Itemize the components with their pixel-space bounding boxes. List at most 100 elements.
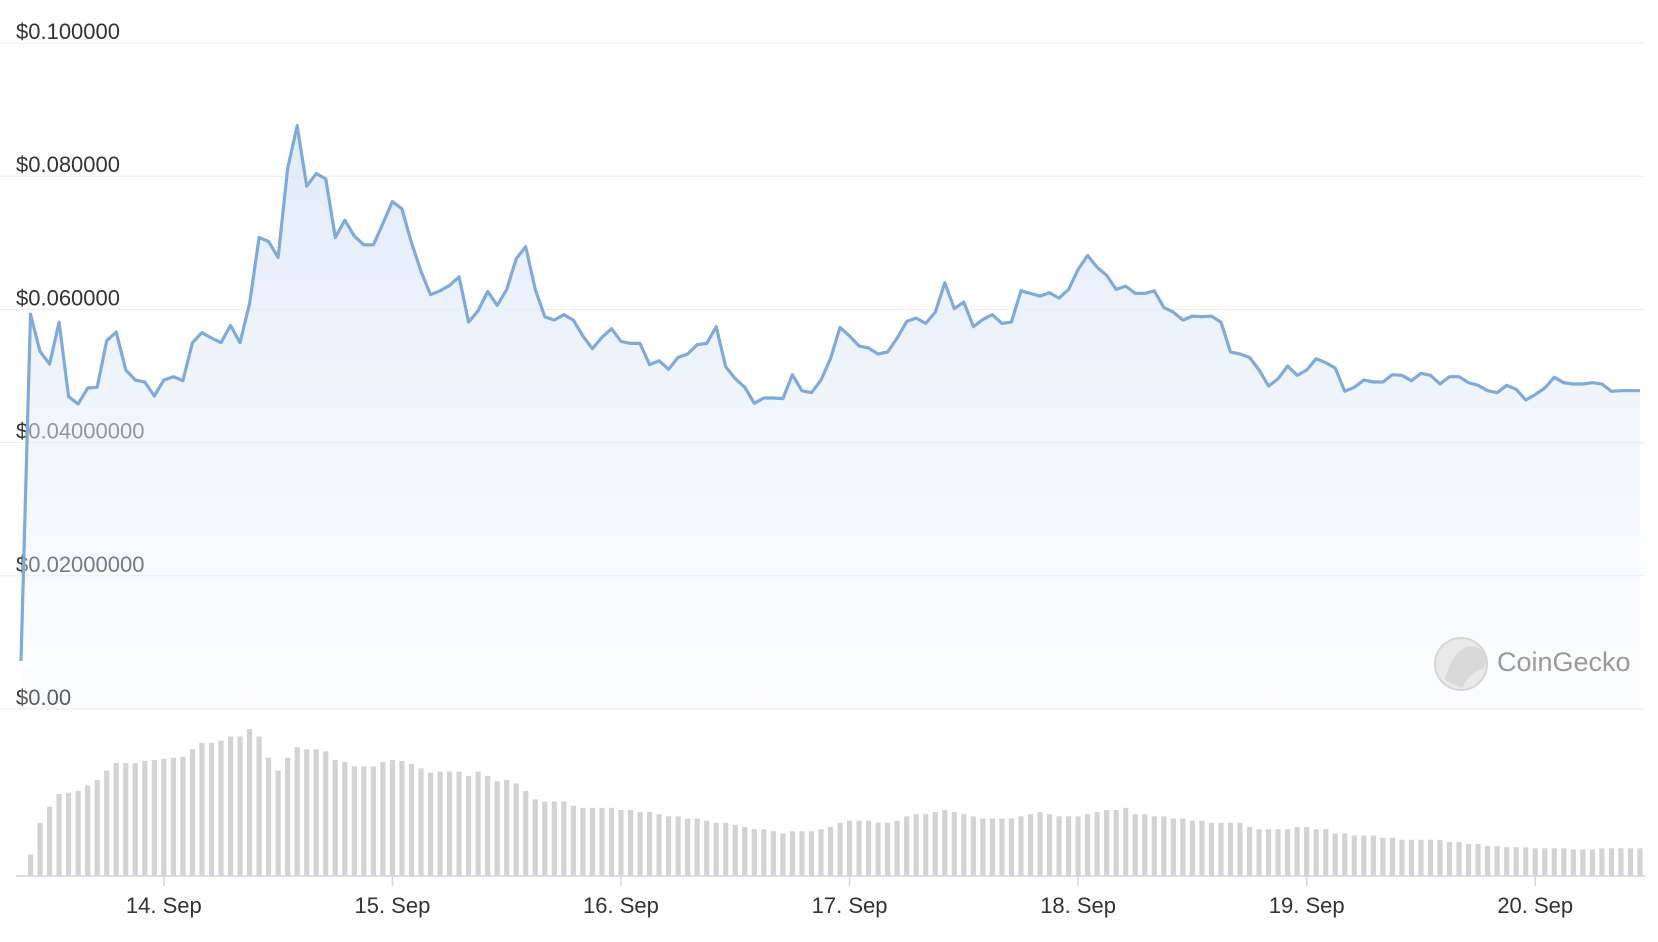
- volume-bar: [237, 736, 243, 876]
- volume-bar: [1332, 833, 1338, 876]
- y-tick-label: $0.060000: [16, 285, 120, 310]
- x-tick-label: 19. Sep: [1269, 893, 1345, 918]
- volume-bar: [1351, 835, 1357, 876]
- volume-bar: [66, 792, 72, 876]
- volume-bar: [27, 854, 34, 876]
- volume-bar: [285, 757, 291, 876]
- volume-bar: [1218, 822, 1224, 876]
- volume-bar: [1551, 848, 1557, 876]
- volume-bar: [161, 758, 167, 876]
- volume-bar: [1532, 848, 1538, 876]
- volume-bar: [485, 775, 491, 876]
- volume-bar: [904, 816, 910, 876]
- volume-bar: [561, 801, 567, 876]
- volume-bar: [1313, 829, 1319, 876]
- volume-bar: [1085, 814, 1091, 876]
- volume-bar: [1208, 822, 1215, 876]
- volume-bar: [380, 762, 386, 876]
- volume-bar: [1065, 816, 1072, 876]
- volume-bar: [1151, 816, 1157, 876]
- volume-bar: [1599, 848, 1605, 876]
- volume-bar: [932, 812, 938, 876]
- volume-bar: [1123, 807, 1129, 876]
- volume-bar: [1142, 814, 1148, 876]
- volume-bar: [970, 816, 976, 876]
- volume-bar: [742, 827, 748, 876]
- volume-bar: [1608, 848, 1615, 876]
- volume-bar: [1589, 849, 1595, 876]
- volume-bar: [208, 742, 215, 876]
- volume-bar: [1304, 827, 1310, 876]
- volume-bar: [637, 812, 643, 876]
- volume-bar: [218, 740, 224, 876]
- volume-bar: [513, 783, 519, 876]
- volume-bar: [523, 790, 529, 876]
- volume-bar: [1618, 848, 1624, 876]
- volume-bar: [1475, 844, 1481, 876]
- volume-bar: [846, 820, 853, 876]
- volume-bar: [113, 763, 119, 876]
- volume-bar: [818, 829, 824, 876]
- volume-bar: [1513, 847, 1519, 876]
- volume-bar: [989, 818, 995, 876]
- volume-bar: [246, 729, 253, 876]
- volume-bar: [1018, 816, 1024, 876]
- volume-bar: [1570, 849, 1576, 876]
- volume-bar: [370, 766, 376, 876]
- volume-bar: [694, 818, 700, 876]
- volume-bar: [656, 814, 662, 876]
- volume-bar: [532, 799, 538, 876]
- volume-bar: [980, 818, 986, 876]
- volume-bar: [951, 812, 957, 876]
- volume-bar: [1189, 820, 1195, 876]
- volume-bar: [361, 766, 367, 876]
- volume-bar: [1170, 818, 1176, 876]
- volume-bar: [1580, 849, 1586, 876]
- volume-bar: [856, 820, 862, 876]
- volume-bar: [1456, 841, 1462, 876]
- volume-bar: [780, 833, 786, 876]
- volume-bar: [1399, 839, 1405, 876]
- area-fill: [21, 125, 1640, 710]
- volume-bar: [342, 762, 348, 876]
- volume-bar: [1542, 848, 1548, 876]
- volume-bar: [865, 820, 872, 876]
- volume-bar: [580, 807, 586, 876]
- volume-bar: [332, 759, 338, 876]
- volume-bar: [1132, 814, 1138, 876]
- volume-bar: [427, 772, 434, 876]
- volume-bar: [894, 820, 900, 876]
- volume-bar: [789, 831, 796, 876]
- volume-bar: [942, 809, 948, 876]
- plot: [19, 124, 1640, 710]
- volume-bar: [85, 785, 91, 876]
- volume-bar: [589, 807, 596, 876]
- volume-bar: [1494, 846, 1500, 876]
- volume-bar: [675, 816, 681, 876]
- volume-bars: [27, 729, 1643, 876]
- volume-bar: [304, 749, 310, 876]
- volume-bar: [1094, 812, 1100, 876]
- volume-bar: [456, 771, 462, 876]
- volume-bar: [1237, 822, 1243, 876]
- volume-bar: [266, 757, 272, 876]
- volume-bar: [475, 771, 481, 876]
- volume-bar: [685, 818, 691, 876]
- volume-bar: [1113, 809, 1119, 876]
- volume-bar: [389, 759, 396, 876]
- volume-bar: [313, 749, 319, 876]
- volume-bar: [723, 822, 729, 876]
- y-tick-label: $0.080000: [16, 152, 120, 177]
- x-tick-label: 20. Sep: [1497, 893, 1573, 918]
- volume-bar: [808, 831, 815, 876]
- volume-bar: [56, 793, 62, 876]
- volume-bar: [446, 771, 453, 876]
- volume-bar: [256, 736, 262, 876]
- volume-bar: [1637, 848, 1643, 876]
- x-tick-label: 18. Sep: [1040, 893, 1116, 918]
- x-tick-label: 14. Sep: [126, 893, 202, 918]
- x-tick-label: 17. Sep: [812, 893, 888, 918]
- volume-bar: [1504, 847, 1510, 876]
